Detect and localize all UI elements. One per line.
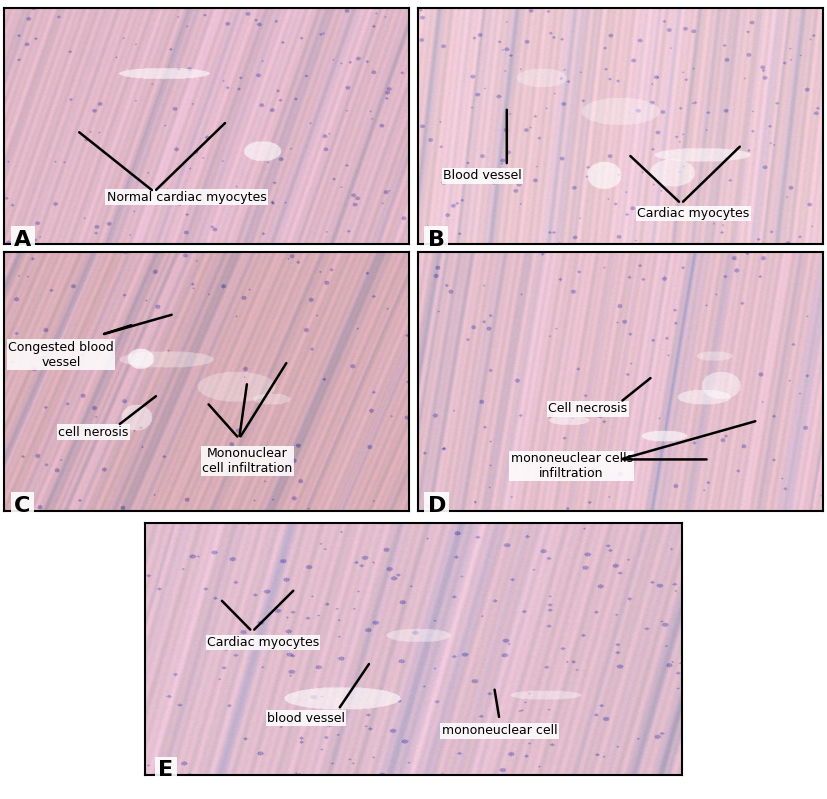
Text: mononeuclear cells
infiltration: mononeuclear cells infiltration: [510, 452, 633, 480]
Text: Cardiac myocytes: Cardiac myocytes: [207, 636, 319, 649]
Text: Congested blood
vessel: Congested blood vessel: [8, 340, 114, 368]
Text: A: A: [14, 229, 31, 249]
Text: C: C: [14, 495, 31, 516]
Text: mononeuclear cell: mononeuclear cell: [442, 724, 557, 737]
Text: E: E: [158, 760, 174, 780]
Text: Blood vessel: Blood vessel: [443, 169, 522, 182]
Text: cell nerosis: cell nerosis: [58, 426, 128, 439]
Text: D: D: [428, 495, 446, 516]
Text: Normal cardiac myocytes: Normal cardiac myocytes: [107, 191, 266, 204]
Text: Cell necrosis: Cell necrosis: [548, 402, 628, 415]
Text: Cardiac myocytes: Cardiac myocytes: [637, 207, 749, 220]
Text: B: B: [428, 229, 445, 249]
Text: Mononuclear
cell infiltration: Mononuclear cell infiltration: [202, 447, 293, 475]
Text: blood vessel: blood vessel: [267, 712, 345, 725]
